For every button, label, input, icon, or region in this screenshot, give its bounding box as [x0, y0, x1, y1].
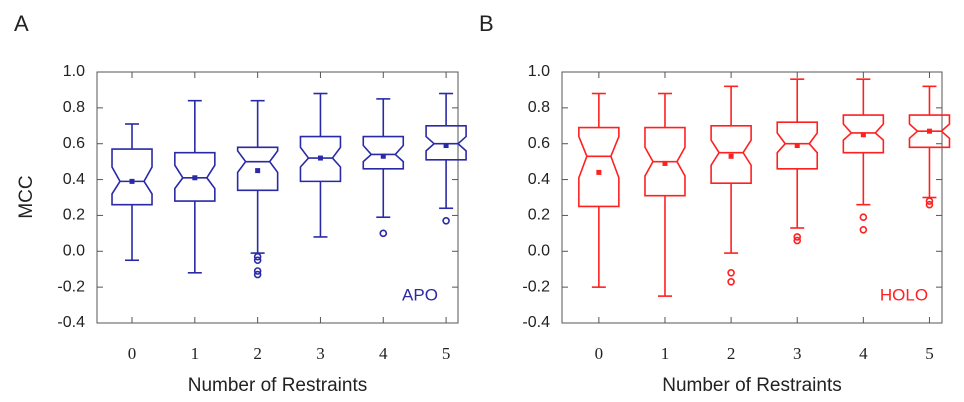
x-tick-label: 4	[859, 344, 868, 363]
mean-marker	[192, 175, 198, 181]
x-tick-label: 1	[191, 344, 200, 363]
outlier	[253, 267, 262, 275]
outlier	[379, 229, 388, 238]
y-tick-label: 0.4	[63, 171, 85, 188]
notched-box	[776, 121, 819, 170]
outlier	[793, 236, 802, 245]
y-tick-label: 0.2	[528, 207, 550, 224]
outlier	[925, 197, 934, 205]
y-tick-label: -0.2	[522, 278, 550, 295]
y-tick-label: 1.0	[63, 63, 85, 80]
y-tick-label: 0.0	[63, 243, 85, 260]
panel-label: B	[479, 11, 494, 36]
x-tick-label: 0	[595, 344, 604, 363]
annotation: HOLO	[880, 285, 928, 304]
x-tick-label: 1	[661, 344, 670, 363]
outlier	[859, 213, 868, 222]
y-tick-label: 0.8	[63, 99, 85, 116]
outlier	[727, 277, 735, 286]
x-tick-label: 0	[128, 344, 137, 363]
notched-box	[299, 135, 342, 183]
x-tick-label: 2	[253, 344, 262, 363]
x-tick-label: 5	[925, 344, 934, 363]
mean-marker	[596, 169, 602, 175]
outlier	[925, 200, 934, 209]
x-tick-label: 3	[316, 344, 325, 363]
mean-marker	[255, 168, 261, 174]
mean-marker	[129, 178, 135, 184]
mean-marker	[443, 143, 449, 149]
y-tick-label: 0.6	[63, 135, 85, 152]
outlier	[253, 252, 262, 261]
x-tick-label: 5	[442, 344, 451, 363]
outlier	[727, 268, 735, 277]
y-tick-label: -0.4	[522, 314, 550, 331]
mean-marker	[317, 155, 323, 161]
y-tick-label: 0.8	[528, 99, 550, 116]
y-tick-label: -0.2	[57, 278, 85, 295]
y-tick-label: 0.6	[528, 135, 550, 152]
mean-marker	[380, 153, 386, 159]
y-tick-label: 0.4	[528, 171, 550, 188]
panel-label: A	[14, 11, 29, 36]
mean-marker	[794, 143, 800, 149]
outlier	[793, 233, 802, 241]
mean-marker	[860, 132, 866, 138]
notched-box	[111, 148, 153, 206]
plot-frame	[96, 71, 459, 324]
notched-box	[578, 126, 620, 208]
y-tick-label: 0.2	[63, 207, 85, 224]
outlier	[442, 217, 450, 225]
y-axis-label: MCC	[16, 175, 37, 218]
notched-box	[425, 124, 467, 161]
notched-box	[362, 135, 405, 170]
x-axis-label: Number of Restraints	[188, 375, 368, 396]
annotation: APO	[402, 285, 438, 304]
notched-box	[644, 126, 686, 197]
mean-marker	[662, 160, 668, 166]
notched-box	[236, 146, 279, 192]
x-axis-label: Number of Restraints	[662, 375, 842, 396]
notched-box	[710, 124, 752, 184]
notched-box	[908, 114, 951, 149]
mean-marker	[728, 153, 734, 159]
x-tick-label: 2	[727, 344, 736, 363]
outlier	[859, 225, 868, 234]
outlier	[253, 270, 262, 279]
y-tick-label: 1.0	[528, 63, 550, 80]
notched-box	[842, 114, 885, 154]
x-tick-label: 4	[379, 344, 388, 363]
notched-box	[174, 151, 216, 202]
plot-frame	[561, 71, 943, 324]
outlier	[253, 256, 262, 265]
y-tick-label: -0.4	[57, 314, 85, 331]
x-tick-label: 3	[793, 344, 802, 363]
mean-marker	[926, 128, 932, 134]
y-tick-label: 0.0	[528, 243, 550, 260]
